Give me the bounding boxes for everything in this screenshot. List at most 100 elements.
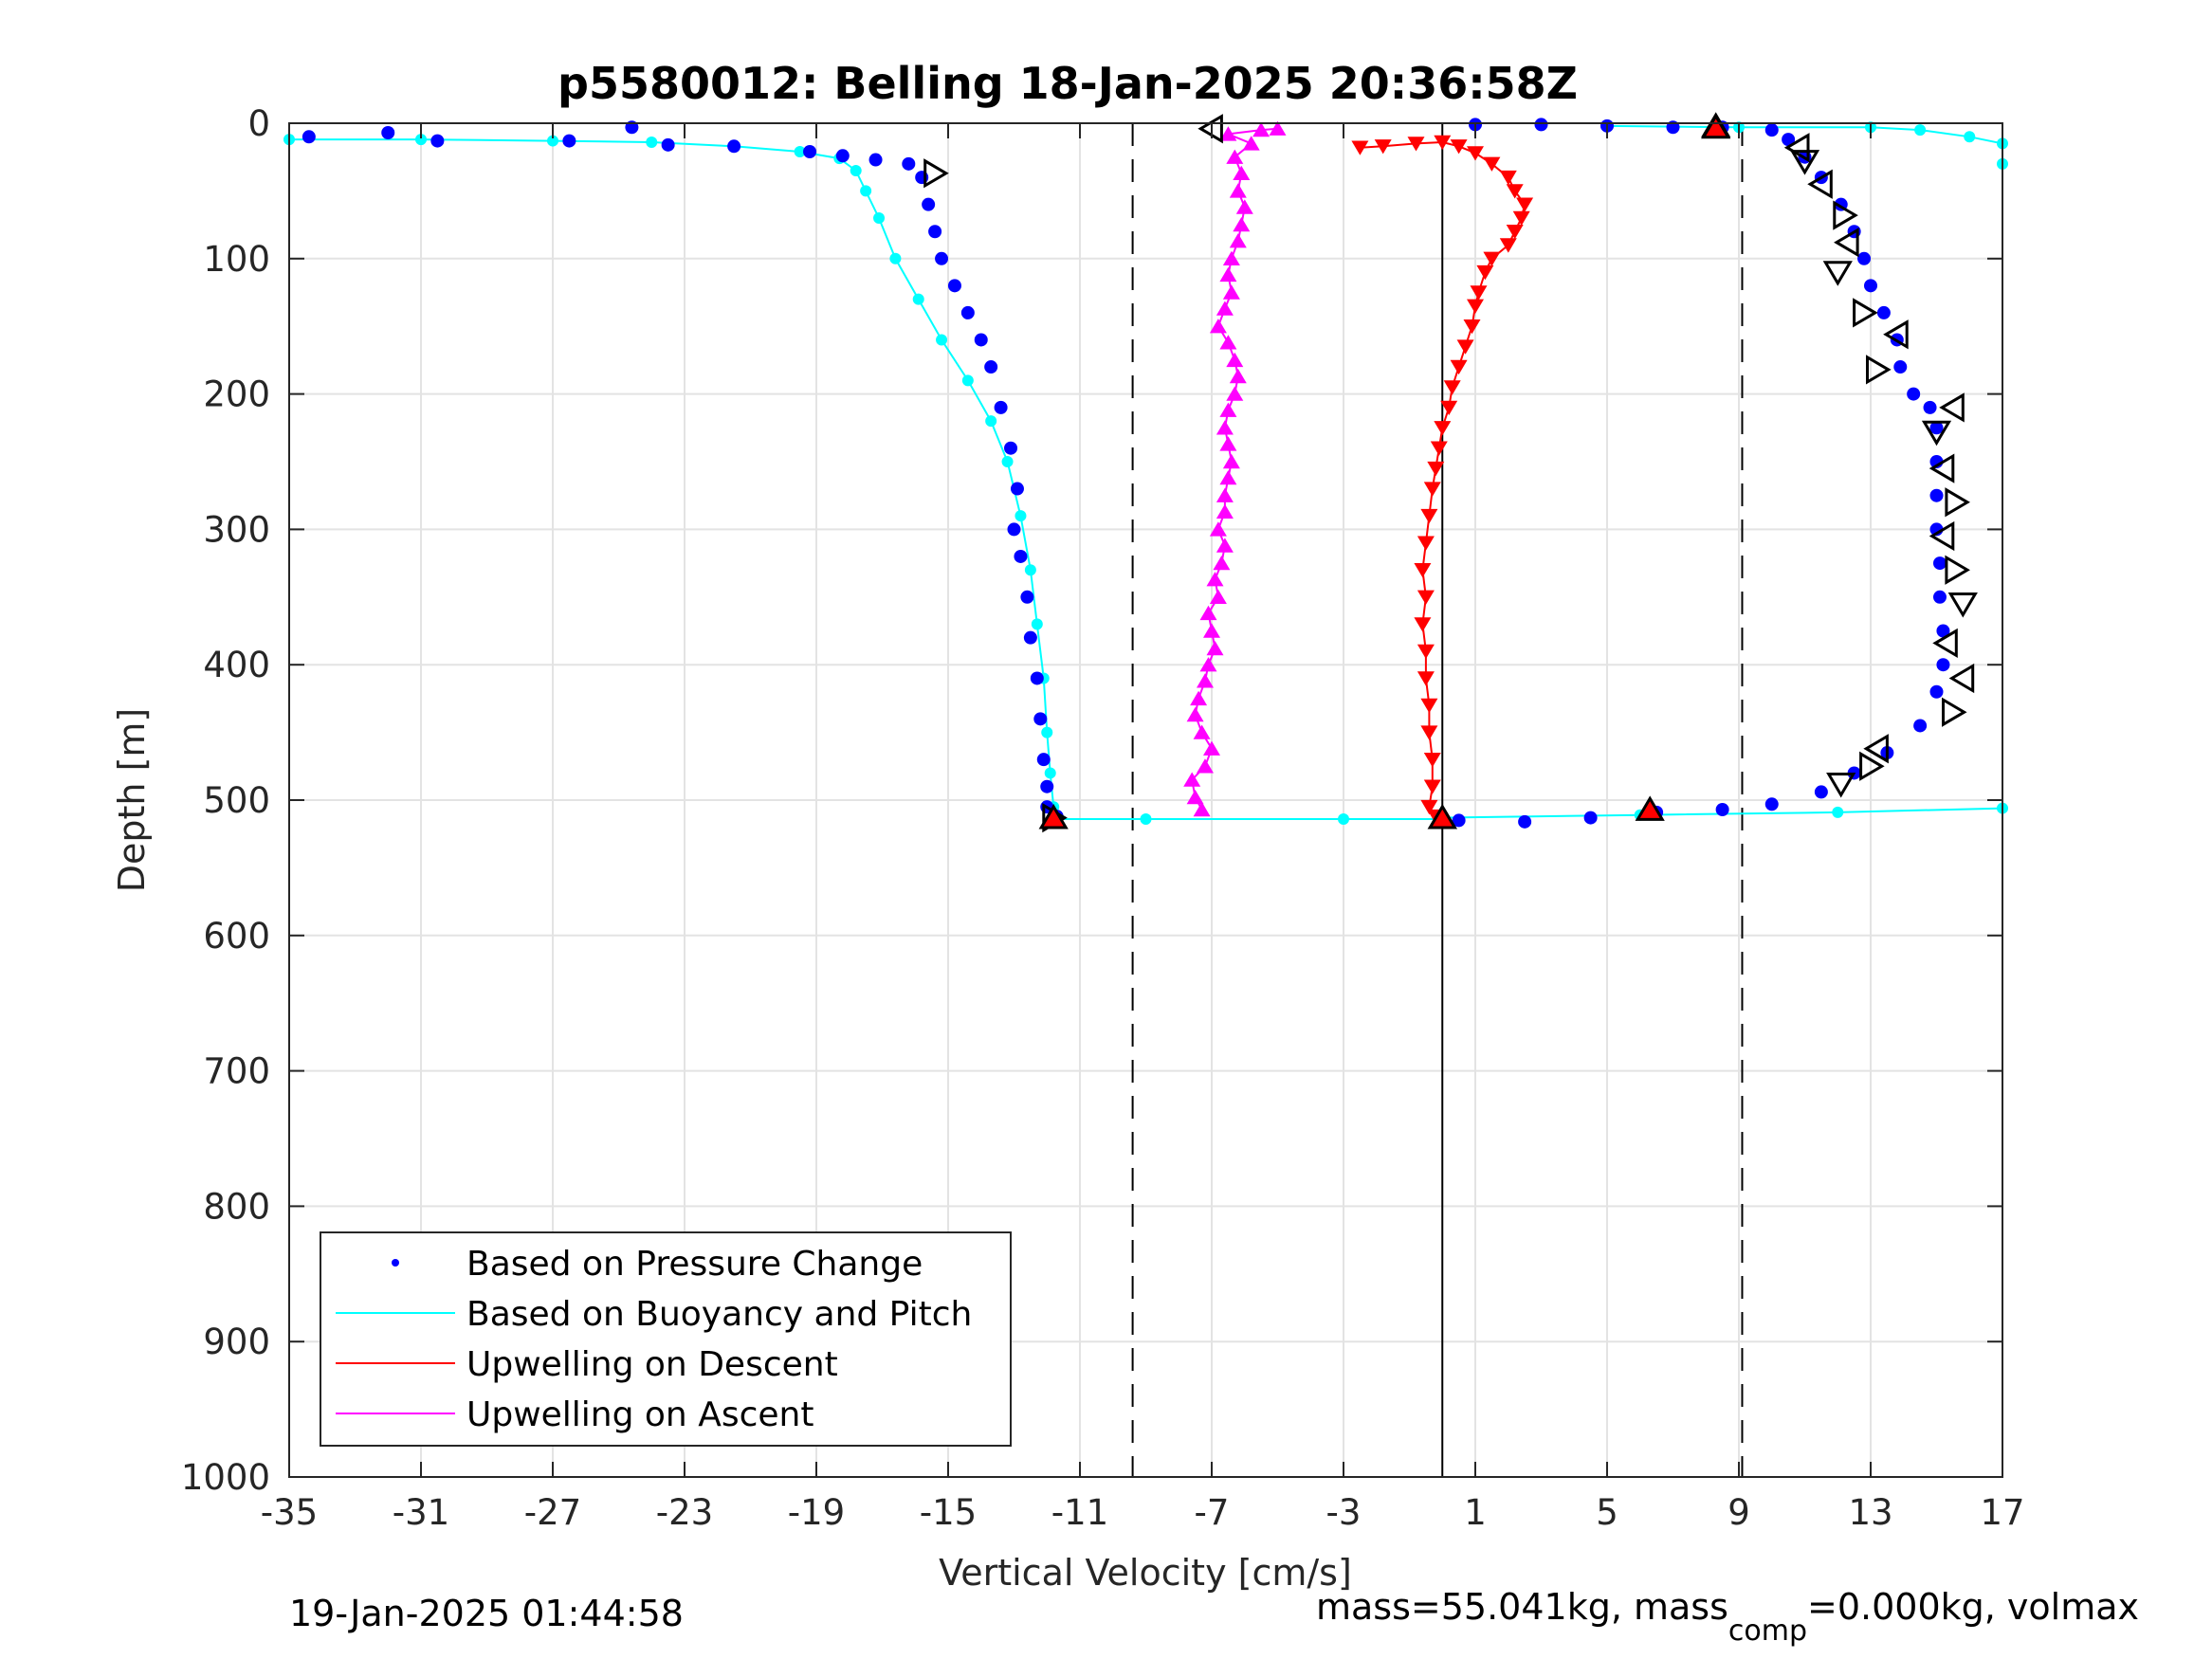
pressure-change-point [974,333,988,347]
upwelling-descent-point [1420,698,1438,714]
upwelling-descent-point [1434,135,1452,151]
upwelling-ascent-point [1209,319,1227,334]
legend-label: Based on Buoyancy and Pitch [466,1295,972,1334]
x-axis-label: Vertical Velocity [cm/s] [939,1552,1352,1594]
upwelling-descent-point [1443,380,1461,395]
y-tick-label: 600 [203,916,270,957]
pressure-change-point [1030,671,1044,685]
pressure-change-point [1907,387,1921,401]
open-triangle-marker [1883,319,1909,350]
buoyancy-pitch-point [415,134,427,146]
upwelling-ascent-point [1197,673,1214,688]
upwelling-descent-point [1499,170,1517,186]
buoyancy-pitch-point [1044,767,1056,779]
open-triangle-marker [1834,228,1859,258]
x-tick-label: -23 [656,1492,713,1533]
open-triangle-marker [1859,751,1885,781]
buoyancy-pitch-point [1015,510,1027,522]
reference-lines [1131,123,1744,1477]
buoyancy-pitch-point [912,293,924,305]
legend-label: Based on Pressure Change [466,1245,923,1284]
open-triangle-marker [1939,392,1965,423]
upwelling-ascent-point [1183,772,1201,787]
open-triangle-marker [1947,592,1978,618]
x-tick-label: 9 [1728,1492,1750,1533]
pressure-change-point [1452,813,1466,828]
pressure-change-point [1004,441,1018,455]
pressure-change-point [1936,624,1950,638]
x-tick-label: -11 [1051,1492,1108,1533]
pressure-change-point [1932,556,1947,571]
buoyancy-pitch-point [1031,618,1043,630]
pressure-change-point [1913,719,1928,733]
pressure-change-point [1929,421,1944,435]
open-triangle-marker [1826,773,1856,798]
pressure-change-point [1857,251,1872,265]
open-triangle-marker [1921,420,1952,447]
open-triangle-marker [1833,200,1858,230]
x-tick-label: -3 [1326,1492,1362,1533]
buoyancy-pitch-point [860,185,872,197]
x-tick-label: 13 [1848,1492,1892,1533]
upwelling-descent-point [1351,140,1369,155]
open-triangle-marker [1783,133,1810,163]
upwelling-ascent-point [1226,386,1244,401]
upwelling-ascent-point [1190,690,1208,706]
pressure-change-point [868,153,883,167]
x-tick-label: 1 [1464,1492,1487,1533]
pressure-change-point [835,149,850,163]
open-triangle-marker [1863,734,1889,764]
upwelling-descent-point [1417,644,1435,659]
upwelling-ascent-point [1229,183,1247,198]
y-tick-label: 300 [203,509,270,550]
red-triangle-marker [1635,795,1665,821]
x-tick-label: -7 [1195,1492,1230,1533]
x-tick-label: -31 [393,1492,449,1533]
upwelling-ascent-point [1206,572,1224,587]
pressure-change-point [1929,488,1944,502]
upwelling-descent-point [1407,137,1425,152]
pressure-change-point [381,125,395,139]
buoyancy-pitch-point [794,145,806,157]
pressure-change-point [661,137,675,152]
pressure-change-point [1764,797,1779,811]
pressure-change-point [1782,133,1796,147]
upwelling-ascent-point [1216,301,1234,316]
upwelling-ascent-point [1229,368,1247,384]
y-tick-label: 400 [203,645,270,685]
upwelling-descent-point [1423,482,1441,497]
upwelling-ascent-point [1222,453,1240,469]
upwelling-descent-point [1516,197,1534,212]
pressure-change-point [1033,712,1048,726]
y-tick-label: 1000 [181,1457,270,1498]
pressure-change-point [960,305,975,319]
upwelling-ascent-point [1216,503,1234,519]
upwelling-descent-point [1417,590,1435,605]
buoyancy-pitch-point [1832,806,1844,818]
open-triangle-marker [1822,261,1853,286]
upwelling-ascent-point [1216,420,1234,435]
y-tick-label: 800 [203,1186,270,1227]
upwelling-descent-point [1467,146,1484,161]
pressure-change-point [803,144,817,158]
upwelling-descent-point [1450,359,1468,375]
pressure-change-point [1534,118,1548,132]
upwelling-descent-point [1483,251,1501,266]
pressure-change-point [994,400,1008,414]
open-triangle-marker [1948,663,1975,694]
pressure-change-point [1814,785,1828,799]
pressure-change-point [1929,684,1944,699]
upwelling-descent-point [1463,319,1481,335]
pressure-change-point [1923,400,1937,414]
upwelling-ascent-point [1199,657,1217,672]
upwelling-ascent-point [1199,605,1217,621]
pressure-change-point [928,225,942,239]
upwelling-descent-point [1512,210,1530,227]
upwelling-descent-point [1450,139,1468,155]
red-triangle-marker [1038,803,1069,830]
legend: Based on Pressure Change Based on Buoyanc… [320,1231,1012,1447]
upwelling-descent-point [1420,799,1438,815]
buoyancy-pitch-point [1001,456,1014,467]
buoyancy-pitch-point [1024,564,1036,576]
pressure-change-point [1864,279,1877,293]
